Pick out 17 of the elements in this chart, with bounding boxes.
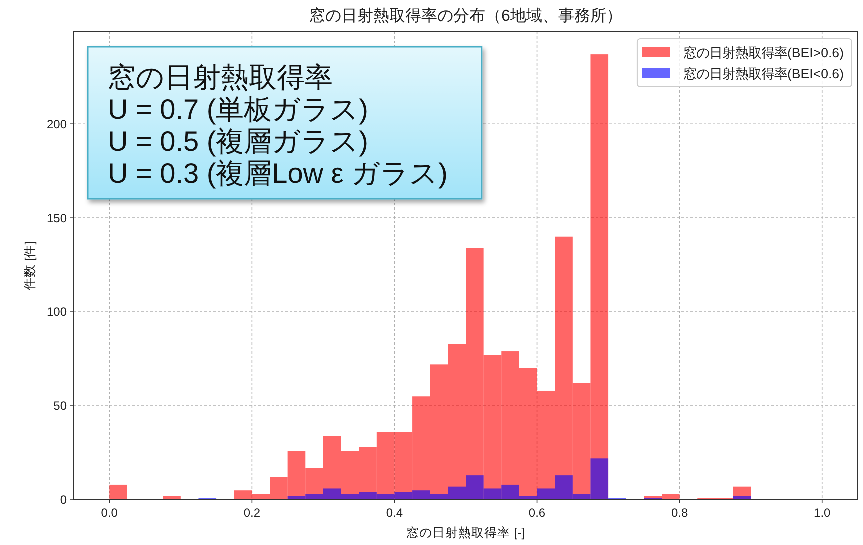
ylabel: 件数 [件] bbox=[23, 241, 37, 291]
xtick-label: 1.0 bbox=[814, 506, 831, 520]
title: 窓の日射熱取得率の分布（6地域、事務所） bbox=[310, 8, 622, 25]
xlabel: 窓の日射熱取得率 [-] bbox=[406, 526, 526, 540]
ytick-label: 150 bbox=[46, 211, 67, 226]
xtick-label: 0.8 bbox=[671, 506, 688, 520]
annotation-text: 窓の日射熱取得率 U = 0.7 (単板ガラス) U = 0.5 (複層ガラス) U = 0.3 (複層Low ε ガラス) bbox=[108, 62, 448, 189]
ytick-label: 200 bbox=[46, 117, 67, 132]
ytick-label: 100 bbox=[46, 305, 67, 320]
xtick-label: 0.0 bbox=[101, 506, 118, 520]
xtick-label: 0.2 bbox=[244, 506, 261, 520]
legend-label: 窓の日射熱取得率(BEI>0.6) bbox=[683, 45, 844, 60]
xtick-label: 0.6 bbox=[528, 506, 546, 520]
ytick-label: 50 bbox=[54, 399, 67, 414]
legend-label: 窓の日射熱取得率(BEI<0.6) bbox=[683, 66, 844, 82]
ytick-label: 0 bbox=[60, 493, 67, 508]
xtick-label: 0.4 bbox=[386, 506, 404, 520]
